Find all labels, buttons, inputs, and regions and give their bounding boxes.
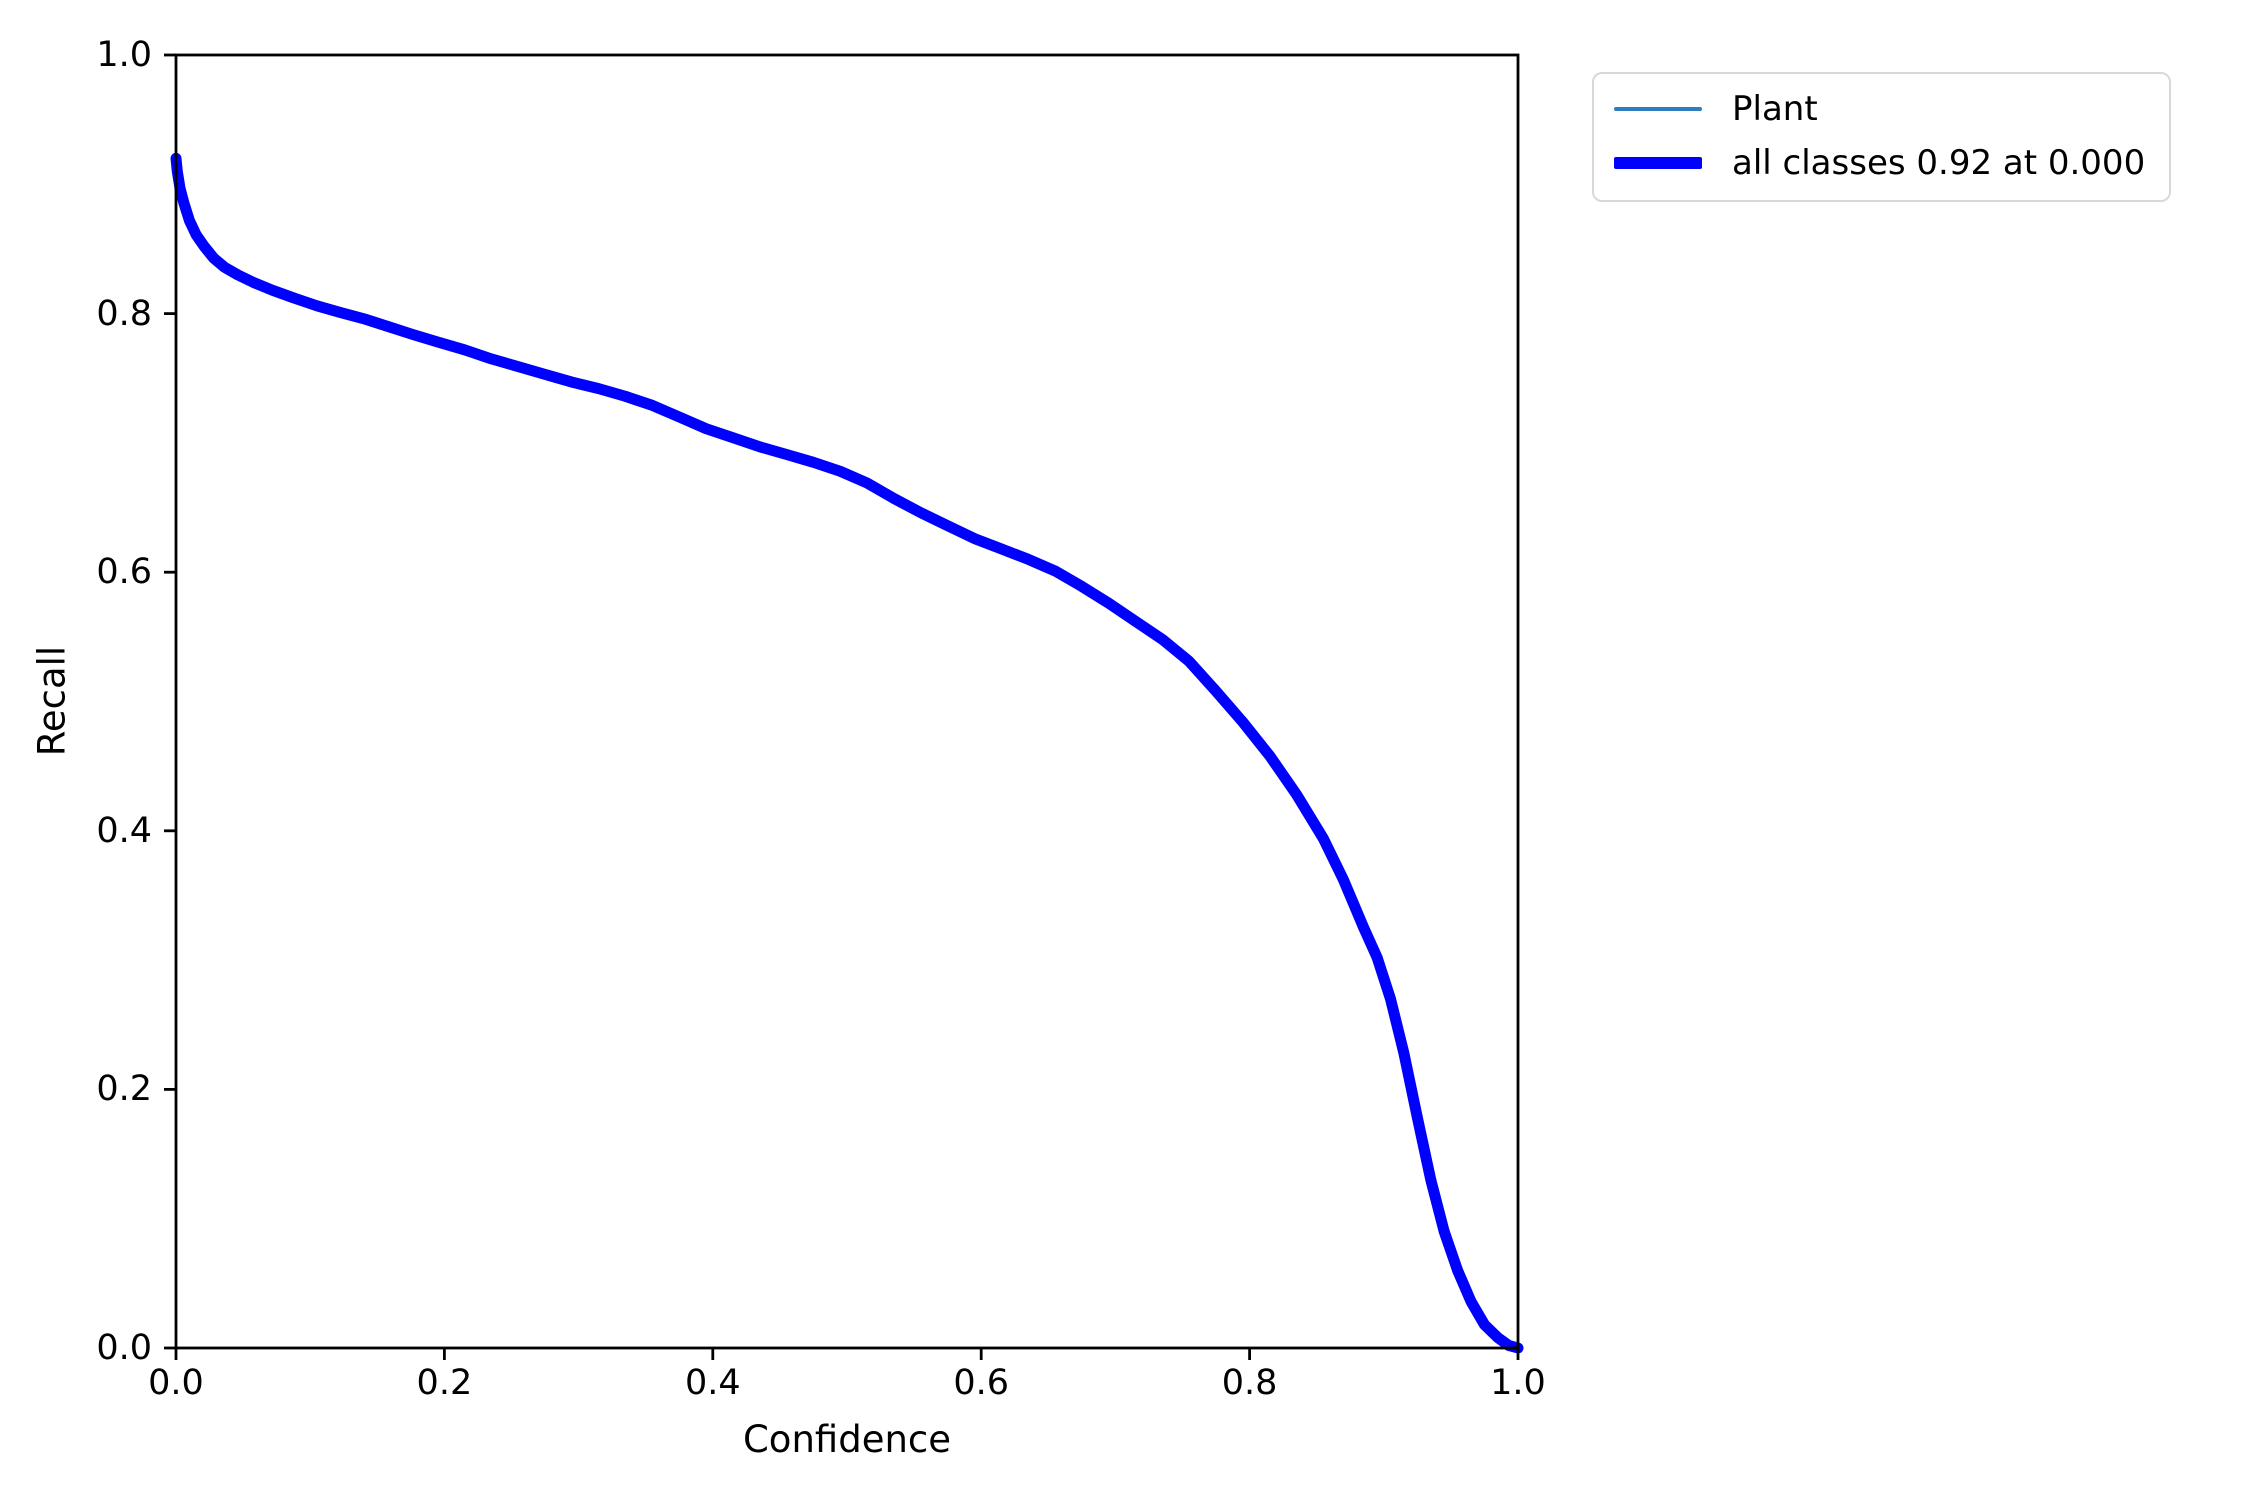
y-tick-label: 0.2 — [96, 1069, 152, 1110]
x-tick-label: 0.4 — [684, 1363, 741, 1403]
y-tick-label: 0.8 — [96, 293, 152, 334]
y-tick-label: 1.0 — [96, 34, 152, 75]
y-tick-label: 0.6 — [96, 551, 152, 592]
x-tick-label: 1.0 — [1490, 1363, 1546, 1403]
x-tick-label: 0.6 — [953, 1363, 1010, 1403]
x-tick-label: 0.8 — [1221, 1363, 1278, 1403]
legend-label: Plant — [1732, 89, 1818, 129]
series-curve-1 — [170, 152, 1524, 1354]
legend-entry-all-classes: all classes 0.92 at 0.000 — [1614, 140, 2145, 186]
series-curve-0 — [174, 156, 1520, 1350]
legend-line-sample-plant — [1614, 107, 1702, 111]
x-tick-label: 0.0 — [148, 1363, 204, 1403]
x-axis-label: Confidence — [742, 1418, 952, 1461]
plot-spines — [174, 53, 1520, 1350]
y-tick-label: 0.0 — [96, 1327, 152, 1368]
y-tick-label: 0.4 — [96, 810, 152, 851]
legend-line-sample-all-classes — [1614, 157, 1702, 169]
legend: Plant all classes 0.92 at 0.000 — [1592, 72, 2172, 202]
x-tick-label: 0.2 — [416, 1363, 473, 1403]
legend-label: all classes 0.92 at 0.000 — [1732, 143, 2146, 183]
legend-entry-plant: Plant — [1614, 86, 2145, 132]
y-axis-label: Recall — [30, 645, 74, 757]
